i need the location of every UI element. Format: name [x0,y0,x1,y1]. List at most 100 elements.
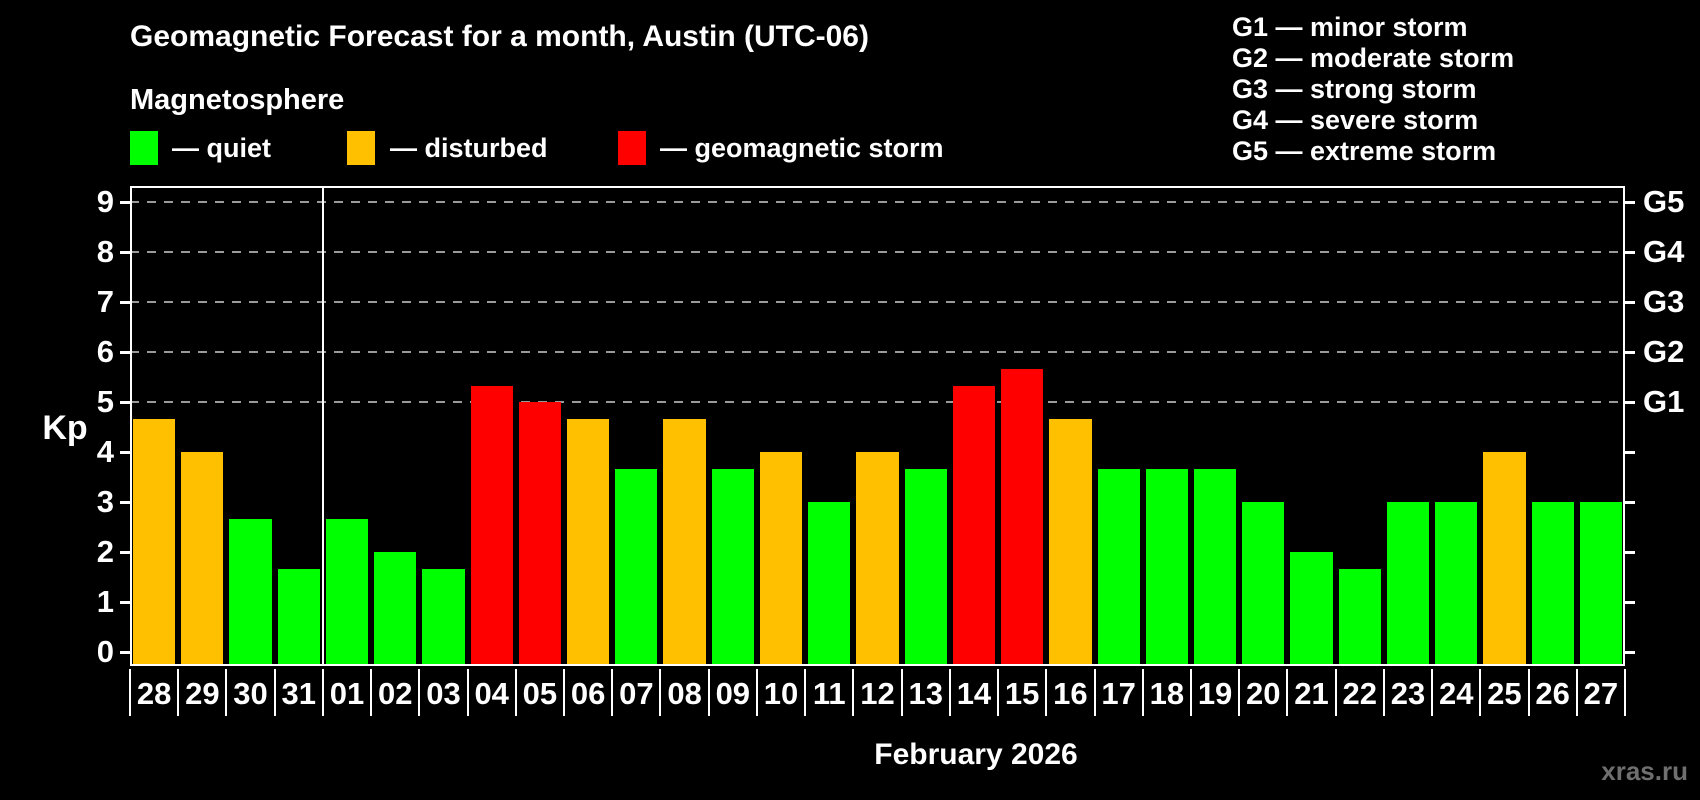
month-separator-line [321,186,324,666]
storm-legend-swatch [618,131,646,165]
kp-bar-day-16 [1049,418,1092,666]
day-cell-separator [1045,669,1048,716]
kp-bar-day-09 [711,468,754,666]
x-tick-label: 22 [1342,676,1377,711]
kp-bar-day-23 [1386,502,1430,666]
chart-subtitle: Magnetosphere [130,84,345,116]
x-tick-label: 07 [619,676,654,711]
kp-bar-day-15 [1001,368,1044,666]
right-axis-tick [1625,400,1635,404]
x-tick-label: 05 [522,676,558,711]
disturbed-legend-swatch [347,131,375,165]
kp-bar-day-17 [1097,468,1140,666]
day-cell-separator [1286,669,1289,716]
right-axis-tick [1625,300,1635,304]
g-tick-label-g3: G3 [1643,284,1685,319]
kp-bar-day-27 [1579,502,1622,666]
kp-bar-day-14 [952,385,996,666]
y-axis-tick [120,300,130,304]
day-cell-separator [1141,669,1144,716]
y-axis-label: Kp [42,409,88,447]
day-cell-separator [225,669,228,716]
kp-bar-day-30 [229,518,272,666]
x-tick-label: 14 [956,676,992,711]
y-tick-label: 0 [96,634,114,669]
right-axis-tick [1625,600,1635,604]
x-tick-label: 21 [1294,676,1329,711]
right-axis-tick [1625,650,1635,654]
right-axis-tick [1625,550,1635,554]
day-cell-separator [177,669,180,716]
x-tick-label: 30 [233,676,268,711]
day-cell-separator [1479,669,1482,716]
kp-bar-day-26 [1531,502,1574,666]
x-tick-label: 16 [1053,676,1088,711]
kp-bar-day-05 [518,402,562,666]
kp-bar-day-21 [1290,552,1333,666]
day-cell-separator [659,669,662,716]
kp-bar-day-24 [1435,502,1478,666]
y-tick-label: 6 [96,334,114,369]
kp-bar-day-10 [759,452,803,666]
y-axis-tick [120,400,130,404]
x-tick-label: 28 [136,676,172,711]
kp-bar-day-07 [615,468,658,666]
x-tick-label: 03 [426,676,461,711]
watermark: xras.ru [1601,756,1688,786]
day-cell-separator [948,669,951,716]
y-tick-label: 9 [96,184,114,219]
kp-bar-day-22 [1338,568,1381,666]
gridline-kp-6 [130,351,1625,353]
y-tick-label: 1 [96,584,114,619]
day-cell-separator [466,669,469,716]
g-scale-legend-line: G5 — extreme storm [1232,136,1497,166]
x-tick-label: 26 [1535,676,1570,711]
x-tick-label: 17 [1101,676,1136,711]
kp-bar-day-11 [808,502,851,666]
y-tick-label: 5 [96,384,114,419]
gridline-kp-8 [130,251,1625,253]
kp-bar-day-28 [133,418,176,666]
x-tick-label: 23 [1390,676,1426,711]
day-cell-separator [129,669,131,716]
day-cell-separator [563,669,566,716]
x-tick-label: 02 [377,676,413,711]
kp-bar-day-06 [567,418,610,666]
g-tick-label-g2: G2 [1643,334,1685,369]
gridline-kp-9 [130,201,1625,203]
day-cell-separator [1431,669,1434,716]
plot-frame [130,186,1625,666]
x-tick-label: 13 [908,676,943,711]
y-tick-label: 4 [96,434,114,469]
kp-bar-day-18 [1145,468,1188,666]
quiet-legend-swatch [130,131,158,165]
day-cell-separator [997,669,1000,716]
y-axis-tick [120,350,130,354]
day-cell-separator [1093,669,1096,716]
x-tick-label: 08 [667,676,702,711]
day-cell-separator [418,669,421,716]
x-tick-label: 29 [185,676,220,711]
g-scale-legend-line: G1 — minor storm [1232,12,1468,42]
day-cell-separator [514,669,517,716]
quiet-legend-label: — quiet [172,133,271,163]
kp-bar-day-20 [1242,502,1285,666]
day-cell-separator [611,669,614,716]
g-tick-label-g1: G1 [1643,384,1685,419]
kp-bar-day-29 [181,452,224,666]
x-tick-label: 18 [1149,676,1185,711]
x-tick-label: 09 [715,676,751,711]
x-tick-label: 24 [1438,676,1474,711]
day-cell-separator [707,669,710,716]
y-axis-tick [120,600,130,604]
kp-bar-day-04 [470,385,513,666]
x-tick-label: 20 [1246,676,1281,711]
day-cell-separator [755,669,758,716]
x-tick-label: 06 [570,676,606,711]
day-cell-separator [900,669,903,716]
g-tick-label-g5: G5 [1643,184,1685,219]
g-scale-legend-line: G4 — severe storm [1232,105,1479,135]
x-axis-title: February 2026 [874,738,1078,771]
